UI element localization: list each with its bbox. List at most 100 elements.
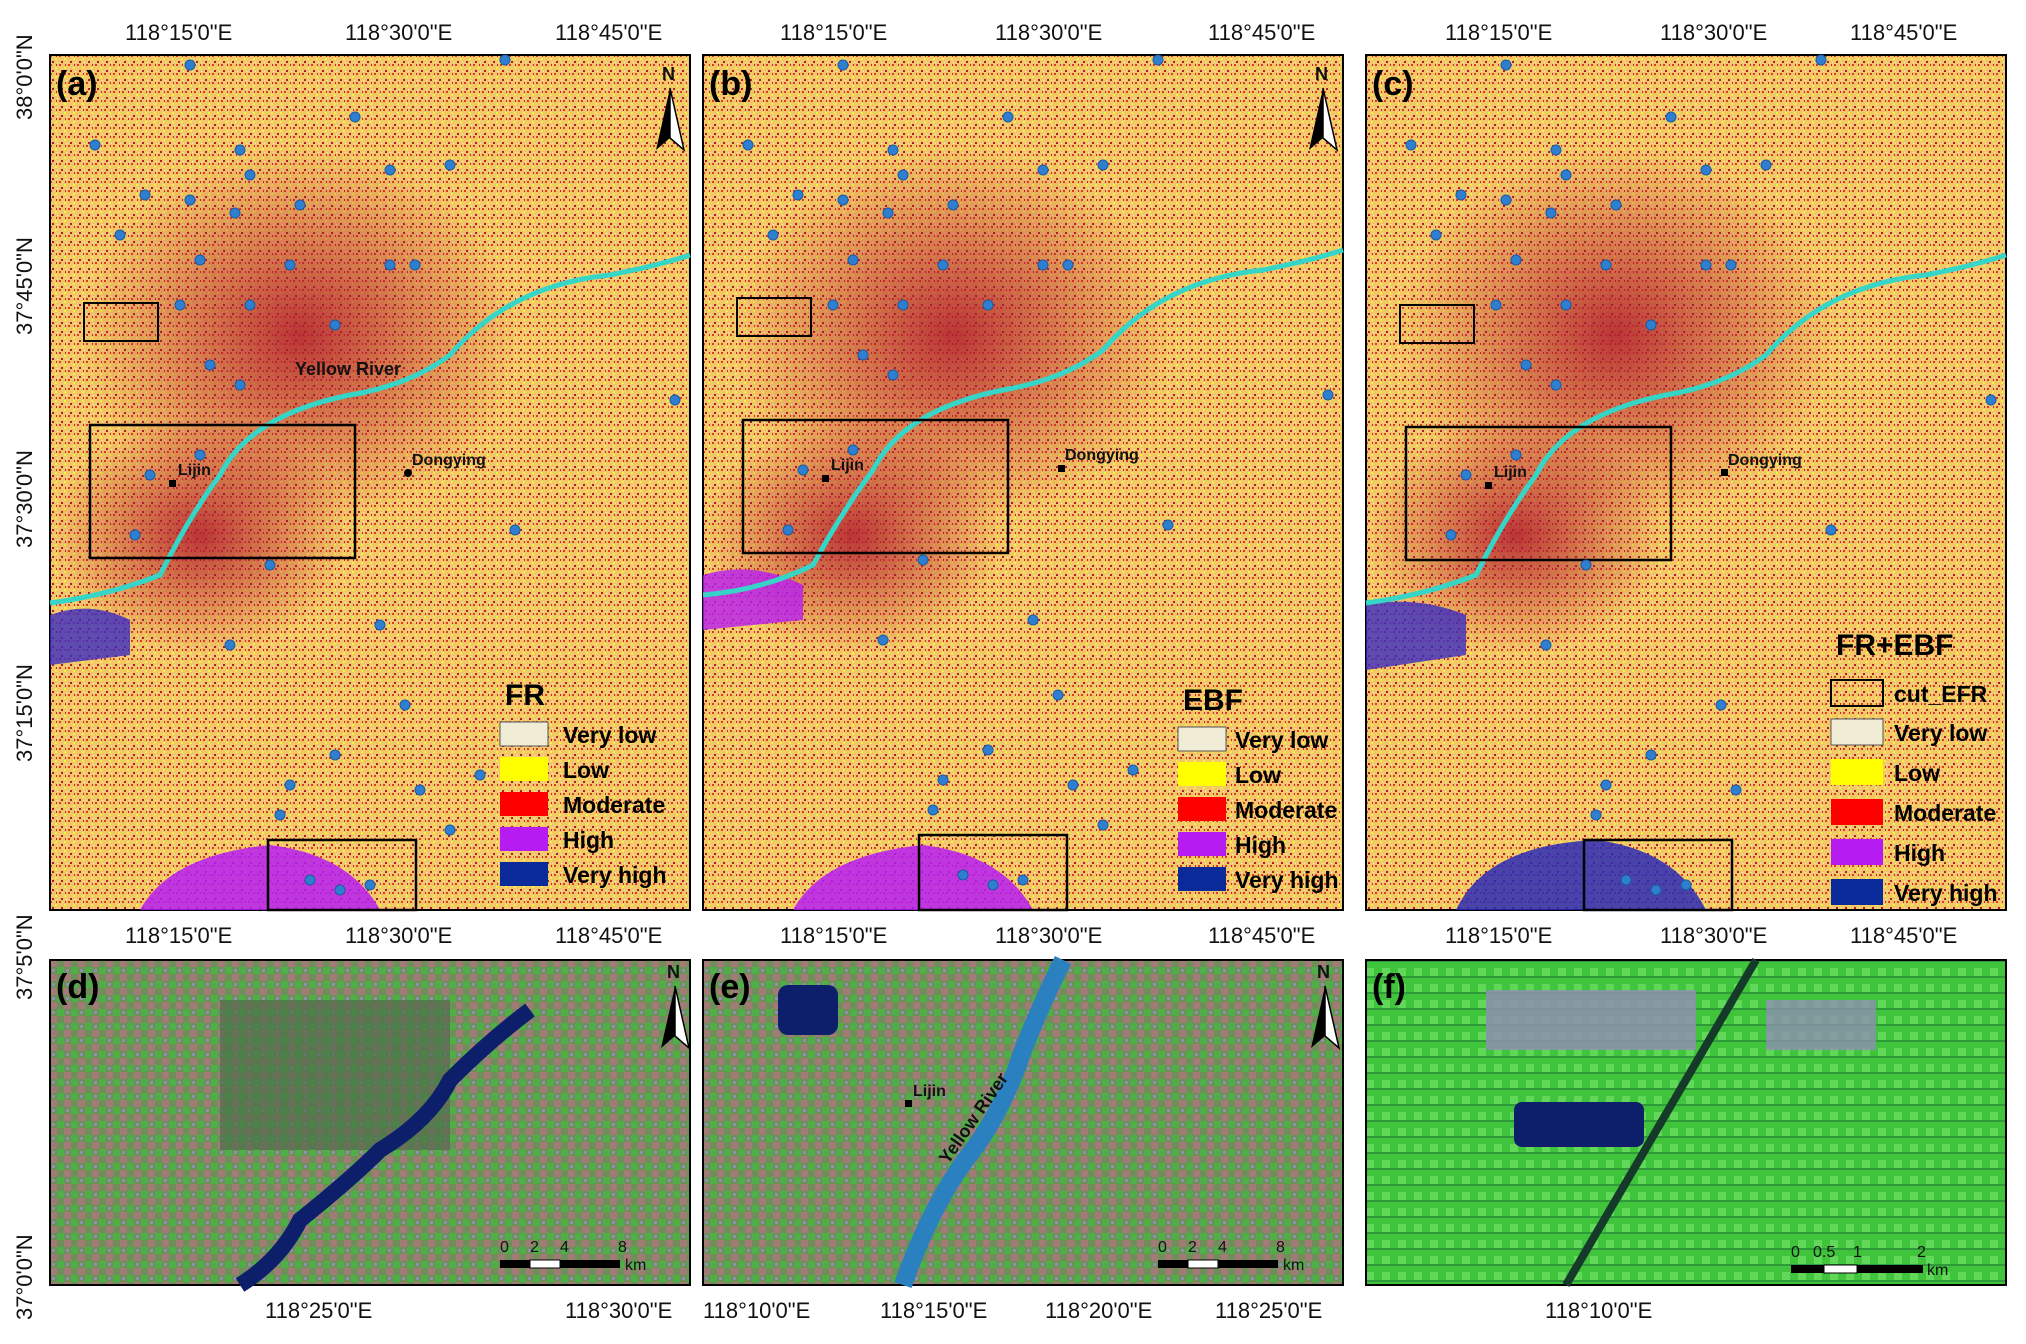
panel-b: Lijin Dongying (b) N EBF Very low Low Mo… <box>702 54 1344 912</box>
tick-label: 118°15'0"E <box>1445 20 1552 45</box>
tick-label: 118°45'0"E <box>1850 20 1957 45</box>
legend-label: cut_EFR <box>1894 681 1988 707</box>
legend-label: Very low <box>563 722 656 748</box>
reservoir <box>778 985 838 1035</box>
legend-label: Moderate <box>1894 800 1996 826</box>
panel-f: (f) 0 0.5 1 2 km <box>1365 957 2007 1288</box>
legend-title: EBF <box>1183 684 1243 717</box>
svg-text:2: 2 <box>1188 1239 1197 1256</box>
legend-label: Very high <box>1235 867 1339 893</box>
legend-label: Very low <box>1894 720 1987 746</box>
tick-label: 118°30'0"E <box>1660 923 1767 948</box>
legend-label: Low <box>563 757 609 783</box>
top-y-ticks: 38°0'0"N 37°45'0"N 37°30'0"N 37°15'0"N <box>12 34 37 762</box>
place-label-lijin: Lijin <box>913 1083 946 1100</box>
legend: FR Very low Low Moderate High Very high <box>499 679 667 888</box>
very-high-zone <box>1456 840 1706 910</box>
tick-label: 118°20'0"E <box>1045 1298 1152 1323</box>
inset-box <box>741 418 1010 555</box>
yellow-river <box>702 247 1344 598</box>
very-high-zone <box>703 569 803 630</box>
legend-title: FR <box>505 679 545 712</box>
tick-label: 118°25'0"E <box>265 1298 372 1323</box>
city-marker <box>169 480 176 487</box>
tick-label: 118°45'0"E <box>1208 923 1315 948</box>
high-susceptibility-zone <box>1366 415 1666 655</box>
tick-label: 37°30'0"N <box>12 450 37 548</box>
legend-label: High <box>563 827 614 853</box>
legend-swatch-very-low <box>1177 726 1227 752</box>
legend-label: Low <box>1894 760 1940 786</box>
yellow-river <box>1365 252 2007 606</box>
svg-text:1: 1 <box>1853 1244 1862 1261</box>
place-label-dongying: Dongying <box>1728 452 1802 469</box>
canal <box>1562 957 1760 1288</box>
place-label-lijin: Lijin <box>831 457 864 474</box>
legend-swatch-high <box>1178 832 1226 856</box>
north-arrow-icon: N <box>1309 64 1339 153</box>
very-high-zone <box>50 608 130 665</box>
river <box>235 1003 535 1292</box>
inset-box <box>83 302 159 342</box>
inset-box <box>266 838 418 912</box>
legend-label: High <box>1894 840 1945 866</box>
inset-box <box>1582 838 1734 912</box>
very-high-zone <box>140 845 380 910</box>
tick-label: 118°30'0"E <box>995 923 1102 948</box>
legend-swatch-very-low <box>1830 718 1884 746</box>
yellow-river <box>49 252 691 606</box>
svg-text:4: 4 <box>560 1239 569 1256</box>
svg-text:4: 4 <box>1218 1239 1227 1256</box>
panel-e: Lijin Yellow River (e) N 0 2 4 8 km <box>702 955 1344 1288</box>
tick-label: 118°30'0"E <box>1660 20 1767 45</box>
reservoir <box>1514 1102 1644 1147</box>
svg-text:2: 2 <box>1917 1244 1926 1261</box>
tick-label: 118°15'0"E <box>880 1298 987 1323</box>
city-marker <box>905 1100 912 1107</box>
tick-label: 118°45'0"E <box>1208 20 1315 45</box>
panel-letter: (c) <box>1372 65 1414 103</box>
legend: EBF Very low Low Moderate High Very high <box>1177 684 1339 893</box>
legend-label: Very high <box>1894 880 1998 906</box>
svg-text:N: N <box>662 64 675 84</box>
tick-label: 118°10'0"E <box>703 1298 810 1323</box>
svg-text:0.5: 0.5 <box>1813 1244 1835 1261</box>
svg-text:N: N <box>667 962 680 982</box>
north-arrow-icon: N <box>661 962 691 1051</box>
north-arrow-icon: N <box>656 64 686 153</box>
scale-bar-icon: 0 2 4 8 km <box>1158 1239 1304 1274</box>
panel-c: Lijin Dongying (c) FR+EBF cut_EFR Very l… <box>1365 54 2007 912</box>
place-label-lijin: Lijin <box>1494 464 1527 481</box>
legend-label: Moderate <box>563 792 665 818</box>
inset-box <box>917 833 1069 912</box>
legend: FR+EBF cut_EFR Very low Low Moderate Hig… <box>1830 629 1998 906</box>
tick-label: 118°15'0"E <box>1445 923 1552 948</box>
tick-label: 118°45'0"E <box>1850 923 1957 948</box>
tick-label: 118°45'0"E <box>555 20 662 45</box>
city-marker <box>1058 465 1065 472</box>
svg-text:N: N <box>1317 962 1330 982</box>
panel-d: (d) N 0 2 4 8 km <box>49 959 691 1292</box>
tick-label: 37°0'0"N <box>12 1234 37 1320</box>
legend-swatch-moderate <box>1831 799 1883 825</box>
legend-swatch-very-high <box>1178 867 1226 891</box>
place-label-dongying: Dongying <box>1065 447 1139 464</box>
panel-letter: (b) <box>709 65 752 103</box>
city-marker <box>822 475 829 482</box>
bottom-x-ticks: 118°25'0"E 118°30'0"E 118°10'0"E 118°15'… <box>265 1298 1652 1323</box>
svg-text:0: 0 <box>1158 1239 1167 1256</box>
city-marker <box>404 469 412 477</box>
panel-letter: (a) <box>56 65 98 103</box>
legend-swatch-very-high <box>1831 879 1883 905</box>
mid-x-ticks: 118°15'0"E 118°30'0"E 118°45'0"E 118°15'… <box>125 923 1957 948</box>
legend-label: Very high <box>563 862 667 888</box>
tick-label: 118°15'0"E <box>780 20 887 45</box>
legend-title: FR+EBF <box>1836 629 1954 662</box>
svg-text:8: 8 <box>1276 1239 1285 1256</box>
river-label: Yellow River <box>295 359 401 379</box>
legend-swatch-low <box>1178 762 1226 786</box>
place-label-lijin: Lijin <box>178 462 211 479</box>
north-arrow-icon: N <box>1311 962 1341 1051</box>
inset-box <box>88 423 357 560</box>
inset-box <box>736 297 812 337</box>
